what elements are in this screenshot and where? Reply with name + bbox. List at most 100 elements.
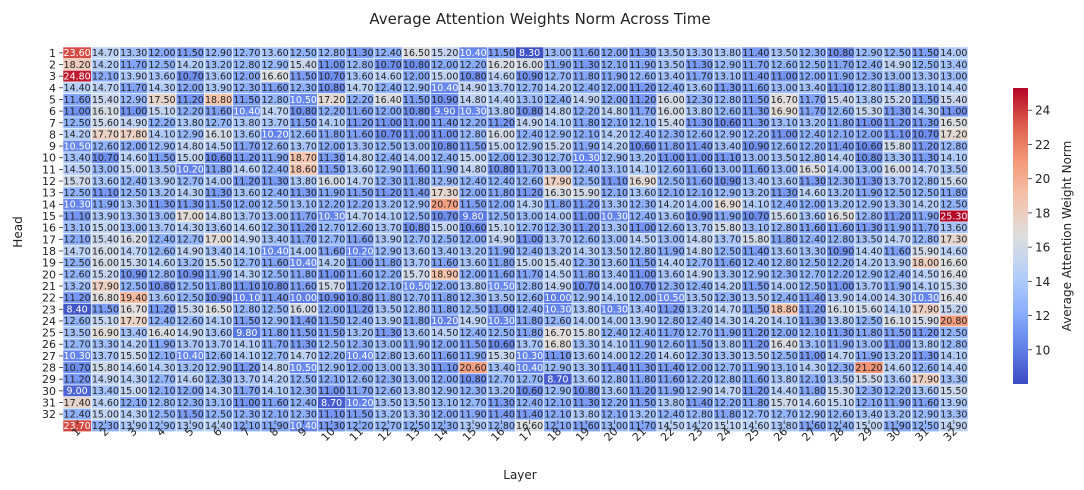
cell-value-label: 11.80 <box>657 141 684 152</box>
cell-value-label: 11.50 <box>290 328 317 339</box>
cell-value-label: 14.90 <box>573 95 600 106</box>
cell-value-label: 11.70 <box>912 223 939 234</box>
cell-value-label: 12.30 <box>657 281 684 292</box>
cell-value-label: 14.10 <box>544 118 571 129</box>
cell-value-label: 17.00 <box>205 235 232 246</box>
cell-value-label: 11.90 <box>884 398 911 409</box>
cell-value-label: 12.40 <box>629 130 656 141</box>
cell-value-label: 12.80 <box>148 270 175 281</box>
cell-value-label: 10.20 <box>346 398 373 409</box>
cell-value-label: 11.80 <box>573 118 600 129</box>
cell-value-label: 12.30 <box>375 375 402 386</box>
cell-value-label: 11.80 <box>544 200 571 211</box>
cell-value-label: 16.40 <box>940 293 967 304</box>
cell-value-label: 11.20 <box>629 83 656 94</box>
cell-value-label: 13.00 <box>855 340 882 351</box>
cell-value-label: 13.20 <box>629 153 656 164</box>
cell-value-label: 16.60 <box>262 71 289 82</box>
cell-value-label: 11.40 <box>686 141 713 152</box>
cell-value-label: 11.50 <box>742 281 769 292</box>
cell-value-label: 12.50 <box>912 188 939 199</box>
cell-value-label: 12.50 <box>120 281 147 292</box>
cell-value-label: 14.10 <box>940 153 967 164</box>
cell-value-label: 13.10 <box>714 71 741 82</box>
cell-value-label: 12.60 <box>516 293 543 304</box>
cell-value-label: 14.20 <box>601 130 628 141</box>
cell-value-label: 13.80 <box>488 106 515 117</box>
cell-value-label: 12.80 <box>855 211 882 222</box>
cell-value-label: 12.60 <box>64 270 91 281</box>
cell-value-label: 12.30 <box>686 95 713 106</box>
cell-value-label: 11.90 <box>884 223 911 234</box>
cell-value-label: 10.80 <box>488 165 515 176</box>
cell-value-label: 14.60 <box>940 246 967 257</box>
cell-value-label: 11.30 <box>573 60 600 71</box>
cell-value-label: 11.30 <box>771 188 798 199</box>
cell-value-label: 12.30 <box>855 71 882 82</box>
cell-value-label: 12.10 <box>827 130 854 141</box>
cell-value-label: 11.20 <box>912 328 939 339</box>
cell-value-label: 11.80 <box>629 375 656 386</box>
cell-value-label: 12.40 <box>573 165 600 176</box>
cell-value-label: 14.60 <box>488 71 515 82</box>
cell-value-label: 12.20 <box>742 130 769 141</box>
cell-value-label: 11.90 <box>629 340 656 351</box>
cell-value-label: 17.90 <box>912 305 939 316</box>
cell-value-label: 12.40 <box>120 176 147 187</box>
cell-value-label: 12.50 <box>262 200 289 211</box>
cell-value-label: 13.40 <box>64 153 91 164</box>
cell-value-label: 12.30 <box>375 176 402 187</box>
cell-value-label: 12.00 <box>431 375 458 386</box>
x-axis-label: Layer <box>503 468 537 482</box>
colorbar-tick-label: 10 <box>1035 343 1050 357</box>
cell-value-label: 13.60 <box>233 130 260 141</box>
cell-value-label: 11.30 <box>912 118 939 129</box>
cell-value-label: 12.80 <box>912 176 939 187</box>
cell-value-label: 12.30 <box>233 409 260 420</box>
cell-value-label: 13.70 <box>205 340 232 351</box>
cell-value-label: 10.80 <box>459 71 486 82</box>
cell-value-label: 13.00 <box>771 83 798 94</box>
cell-value-label: 13.50 <box>771 48 798 59</box>
cell-value-label: 13.60 <box>573 351 600 362</box>
cell-value-label: 11.90 <box>573 141 600 152</box>
cell-value-label: 12.80 <box>855 83 882 94</box>
cell-value-label: 10.80 <box>318 83 345 94</box>
cell-value-label: 12.40 <box>771 293 798 304</box>
cell-value-label: 10.80 <box>573 386 600 397</box>
cell-value-label: 11.70 <box>799 106 826 117</box>
cell-value-label: 14.70 <box>346 176 373 187</box>
cell-value-label: 13.40 <box>431 246 458 257</box>
cell-value-label: 11.00 <box>375 118 402 129</box>
cell-value-label: 10.50 <box>488 281 515 292</box>
cell-value-label: 11.40 <box>686 398 713 409</box>
cell-value-label: 13.50 <box>64 328 91 339</box>
cell-value-label: 13.60 <box>601 258 628 269</box>
cell-value-label: 12.40 <box>799 235 826 246</box>
cell-value-label: 12.90 <box>120 95 147 106</box>
cell-value-label: 10.40 <box>262 246 289 257</box>
cell-value-label: 11.30 <box>629 48 656 59</box>
cell-value-label: 14.00 <box>855 293 882 304</box>
cell-value-label: 17.20 <box>318 95 345 106</box>
cell-value-label: 14.10 <box>233 340 260 351</box>
cell-value-label: 11.60 <box>262 83 289 94</box>
cell-value-label: 13.80 <box>657 398 684 409</box>
cell-value-label: 11.50 <box>742 305 769 316</box>
cell-value-label: 15.30 <box>855 106 882 117</box>
cell-value-label: 13.60 <box>346 165 373 176</box>
cell-value-label: 12.10 <box>629 118 656 129</box>
cell-value-label: 11.20 <box>629 95 656 106</box>
cell-value-label: 10.80 <box>403 106 430 117</box>
cell-value-label: 11.10 <box>601 176 628 187</box>
cell-value-label: 12.60 <box>375 386 402 397</box>
cell-value-label: 12.20 <box>459 118 486 129</box>
cell-value-label: 16.40 <box>771 340 798 351</box>
cell-value-label: 15.00 <box>92 223 119 234</box>
cell-value-label: 12.40 <box>375 153 402 164</box>
cell-value-label: 10.90 <box>686 211 713 222</box>
cell-value-label: 10.70 <box>64 363 91 374</box>
cell-value-label: 12.80 <box>686 409 713 420</box>
cell-value-label: 11.60 <box>346 106 373 117</box>
cell-value-label: 12.50 <box>799 258 826 269</box>
